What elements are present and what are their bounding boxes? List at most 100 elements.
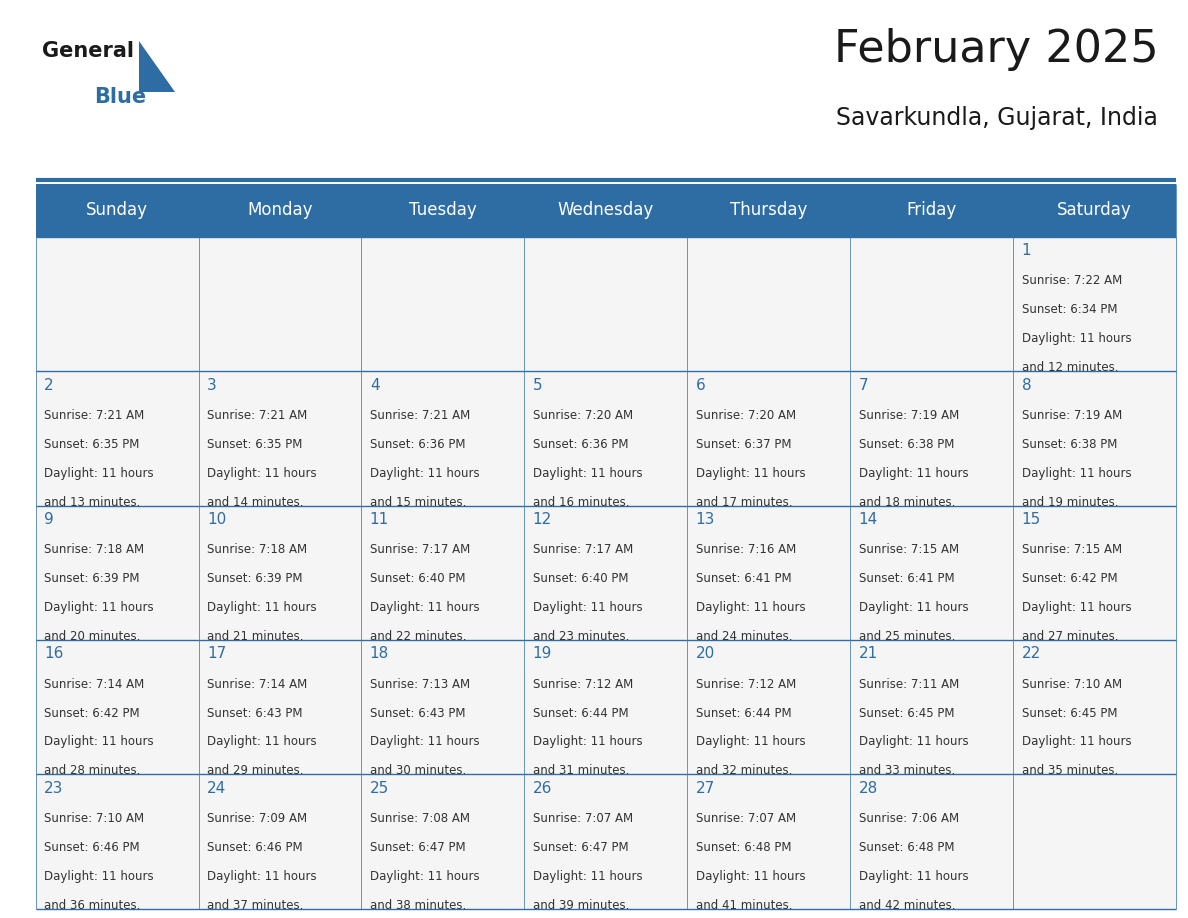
- Text: 10: 10: [207, 512, 226, 527]
- Text: Sunset: 6:48 PM: Sunset: 6:48 PM: [696, 841, 791, 854]
- Text: and 19 minutes.: and 19 minutes.: [1022, 496, 1118, 509]
- Bar: [688, 237, 851, 371]
- Bar: [851, 237, 1013, 371]
- Text: Sunrise: 7:09 AM: Sunrise: 7:09 AM: [207, 812, 307, 825]
- Text: 5: 5: [532, 377, 543, 393]
- Text: Daylight: 11 hours: Daylight: 11 hours: [207, 735, 316, 748]
- Text: 22: 22: [1022, 646, 1041, 662]
- Text: Sunrise: 7:17 AM: Sunrise: 7:17 AM: [532, 543, 633, 556]
- Text: February 2025: February 2025: [834, 28, 1158, 71]
- Bar: [688, 775, 851, 909]
- Bar: [36, 237, 198, 371]
- Text: Sunrise: 7:21 AM: Sunrise: 7:21 AM: [369, 409, 470, 422]
- Text: and 22 minutes.: and 22 minutes.: [369, 630, 467, 643]
- Text: and 18 minutes.: and 18 minutes.: [859, 496, 955, 509]
- Bar: [198, 640, 361, 775]
- Text: 18: 18: [369, 646, 388, 662]
- Bar: [1013, 237, 1176, 371]
- Text: and 17 minutes.: and 17 minutes.: [696, 496, 792, 509]
- Text: Sunset: 6:38 PM: Sunset: 6:38 PM: [859, 438, 954, 451]
- Text: Sunrise: 7:07 AM: Sunrise: 7:07 AM: [696, 812, 796, 825]
- Text: Daylight: 11 hours: Daylight: 11 hours: [859, 601, 968, 614]
- Text: and 16 minutes.: and 16 minutes.: [532, 496, 630, 509]
- Bar: [524, 775, 688, 909]
- Bar: [1013, 775, 1176, 909]
- Text: Sunset: 6:34 PM: Sunset: 6:34 PM: [1022, 303, 1117, 317]
- Bar: [198, 775, 361, 909]
- Bar: [851, 184, 1013, 237]
- Text: Sunset: 6:35 PM: Sunset: 6:35 PM: [44, 438, 139, 451]
- Text: Sunset: 6:35 PM: Sunset: 6:35 PM: [207, 438, 302, 451]
- Text: and 12 minutes.: and 12 minutes.: [1022, 361, 1118, 375]
- Text: Daylight: 11 hours: Daylight: 11 hours: [44, 735, 153, 748]
- Text: 4: 4: [369, 377, 379, 393]
- Text: Daylight: 11 hours: Daylight: 11 hours: [1022, 601, 1131, 614]
- Text: Sunrise: 7:12 AM: Sunrise: 7:12 AM: [532, 677, 633, 690]
- Text: Sunset: 6:38 PM: Sunset: 6:38 PM: [1022, 438, 1117, 451]
- Text: and 38 minutes.: and 38 minutes.: [369, 899, 466, 912]
- Text: Daylight: 11 hours: Daylight: 11 hours: [1022, 466, 1131, 480]
- Text: 24: 24: [207, 781, 226, 796]
- Polygon shape: [139, 41, 175, 92]
- Text: Daylight: 11 hours: Daylight: 11 hours: [1022, 735, 1131, 748]
- Text: Sunrise: 7:15 AM: Sunrise: 7:15 AM: [1022, 543, 1121, 556]
- Bar: [36, 371, 198, 506]
- Text: Daylight: 11 hours: Daylight: 11 hours: [859, 466, 968, 480]
- Text: and 21 minutes.: and 21 minutes.: [207, 630, 303, 643]
- Text: Sunset: 6:44 PM: Sunset: 6:44 PM: [532, 707, 628, 720]
- Bar: [1013, 506, 1176, 640]
- Text: Daylight: 11 hours: Daylight: 11 hours: [532, 466, 643, 480]
- Text: Sunrise: 7:21 AM: Sunrise: 7:21 AM: [207, 409, 308, 422]
- Text: and 32 minutes.: and 32 minutes.: [696, 765, 792, 778]
- Text: Daylight: 11 hours: Daylight: 11 hours: [1022, 332, 1131, 345]
- Bar: [361, 775, 524, 909]
- Text: 17: 17: [207, 646, 226, 662]
- Bar: [36, 184, 198, 237]
- Text: Sunrise: 7:20 AM: Sunrise: 7:20 AM: [532, 409, 633, 422]
- Text: and 24 minutes.: and 24 minutes.: [696, 630, 792, 643]
- Text: Daylight: 11 hours: Daylight: 11 hours: [369, 466, 480, 480]
- Text: Daylight: 11 hours: Daylight: 11 hours: [532, 601, 643, 614]
- Text: and 36 minutes.: and 36 minutes.: [44, 899, 140, 912]
- Bar: [524, 237, 688, 371]
- Text: Blue: Blue: [94, 87, 146, 107]
- Text: Sunrise: 7:17 AM: Sunrise: 7:17 AM: [369, 543, 470, 556]
- Text: Sunset: 6:41 PM: Sunset: 6:41 PM: [859, 572, 954, 585]
- Text: Daylight: 11 hours: Daylight: 11 hours: [696, 870, 805, 883]
- Text: Daylight: 11 hours: Daylight: 11 hours: [369, 735, 480, 748]
- Text: and 29 minutes.: and 29 minutes.: [207, 765, 303, 778]
- Text: Sunset: 6:43 PM: Sunset: 6:43 PM: [369, 707, 466, 720]
- Bar: [361, 640, 524, 775]
- Text: Sunset: 6:36 PM: Sunset: 6:36 PM: [532, 438, 628, 451]
- Bar: [851, 506, 1013, 640]
- Text: Sunrise: 7:13 AM: Sunrise: 7:13 AM: [369, 677, 470, 690]
- Text: Sunset: 6:41 PM: Sunset: 6:41 PM: [696, 572, 791, 585]
- Text: and 37 minutes.: and 37 minutes.: [207, 899, 303, 912]
- Text: Sunset: 6:47 PM: Sunset: 6:47 PM: [532, 841, 628, 854]
- Text: and 35 minutes.: and 35 minutes.: [1022, 765, 1118, 778]
- Text: Sunset: 6:45 PM: Sunset: 6:45 PM: [859, 707, 954, 720]
- Text: Friday: Friday: [906, 201, 956, 219]
- Text: 14: 14: [859, 512, 878, 527]
- Text: and 25 minutes.: and 25 minutes.: [859, 630, 955, 643]
- Text: Sunset: 6:44 PM: Sunset: 6:44 PM: [696, 707, 791, 720]
- Text: Daylight: 11 hours: Daylight: 11 hours: [369, 601, 480, 614]
- Text: and 27 minutes.: and 27 minutes.: [1022, 630, 1118, 643]
- Text: Sunrise: 7:12 AM: Sunrise: 7:12 AM: [696, 677, 796, 690]
- Text: Sunset: 6:42 PM: Sunset: 6:42 PM: [1022, 572, 1117, 585]
- Text: Sunset: 6:36 PM: Sunset: 6:36 PM: [369, 438, 466, 451]
- Text: Daylight: 11 hours: Daylight: 11 hours: [207, 601, 316, 614]
- Text: 23: 23: [44, 781, 63, 796]
- Bar: [361, 184, 524, 237]
- Bar: [198, 237, 361, 371]
- Text: Daylight: 11 hours: Daylight: 11 hours: [859, 735, 968, 748]
- Text: 7: 7: [859, 377, 868, 393]
- Text: and 33 minutes.: and 33 minutes.: [859, 765, 955, 778]
- Text: Savarkundla, Gujarat, India: Savarkundla, Gujarat, India: [836, 106, 1158, 129]
- Text: Sunset: 6:46 PM: Sunset: 6:46 PM: [207, 841, 303, 854]
- Text: Sunrise: 7:19 AM: Sunrise: 7:19 AM: [1022, 409, 1121, 422]
- Text: Thursday: Thursday: [731, 201, 808, 219]
- Text: Daylight: 11 hours: Daylight: 11 hours: [696, 466, 805, 480]
- Bar: [361, 371, 524, 506]
- Text: 21: 21: [859, 646, 878, 662]
